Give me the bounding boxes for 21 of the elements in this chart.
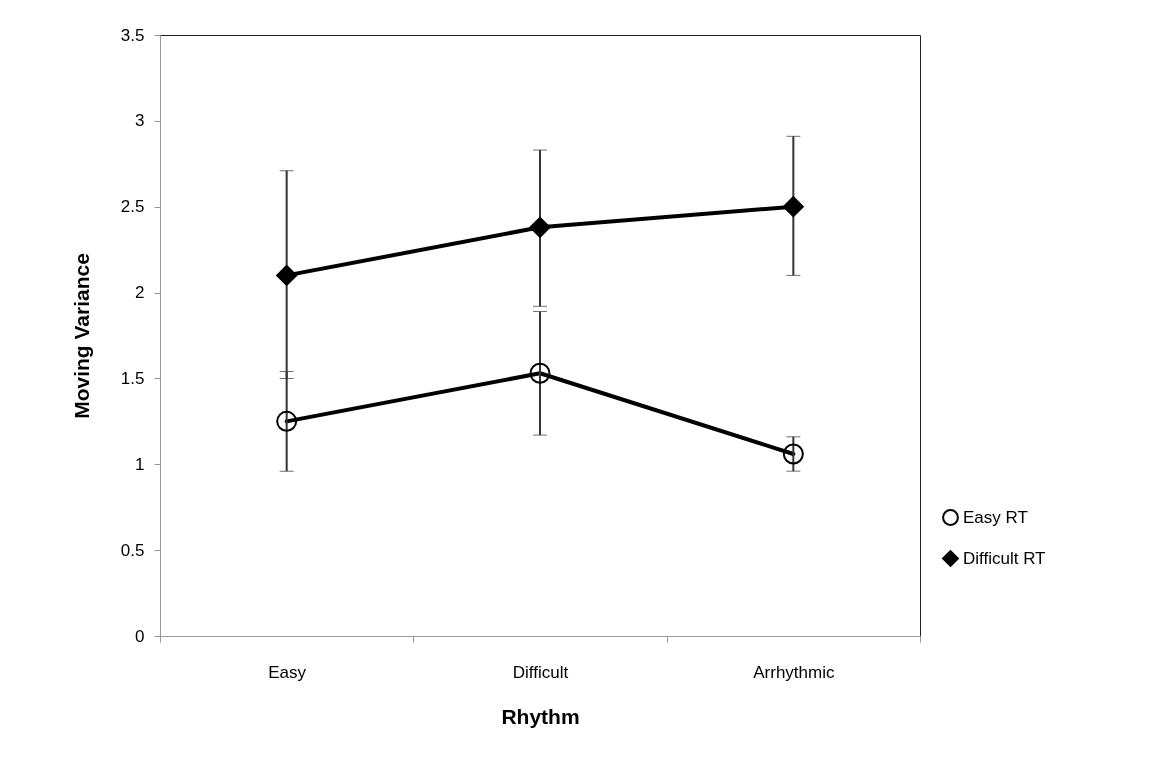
y-tick-label: 2.5 <box>120 197 145 217</box>
x-tick-label: Arrhythmic <box>753 662 835 682</box>
y-axis-title: Moving Variance <box>69 253 93 419</box>
legend-label: Difficult RT <box>963 548 1046 568</box>
point <box>529 362 551 384</box>
point <box>529 216 551 238</box>
x-tick-label: Easy <box>268 662 307 682</box>
point <box>782 443 804 465</box>
y-tick-label: 0.5 <box>120 540 145 560</box>
x-axis-title: Rhythm <box>501 704 580 728</box>
y-tick-label: 0 <box>135 626 145 646</box>
y-tick-label: 2 <box>135 283 145 303</box>
point <box>276 410 298 432</box>
x-tick-label: Difficult <box>512 662 569 682</box>
y-tick-label: 3.5 <box>120 25 145 45</box>
point <box>782 196 804 218</box>
point <box>276 264 298 286</box>
y-tick-label: 1.5 <box>120 368 145 388</box>
y-tick-label: 1 <box>135 454 145 474</box>
y-tick-label: 3 <box>135 111 145 131</box>
legend-label: Easy RT <box>963 507 1028 527</box>
